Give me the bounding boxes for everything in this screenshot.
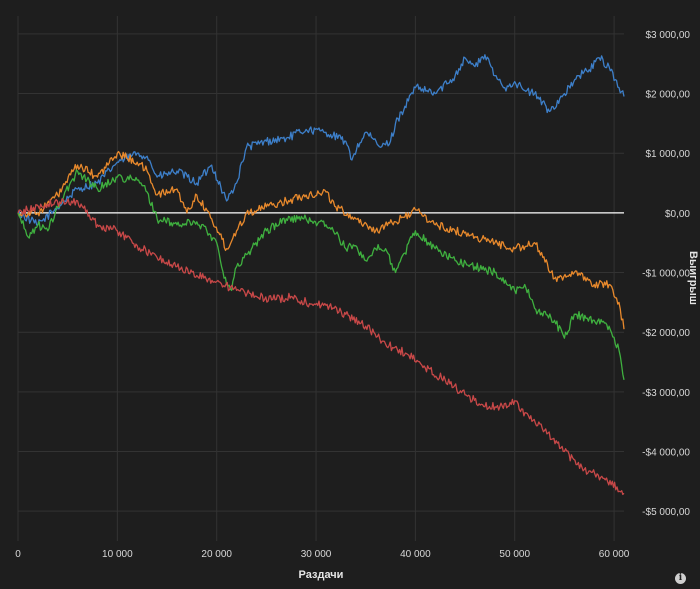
x-tick-label: 20 000 xyxy=(201,549,232,560)
info-icon[interactable]: i xyxy=(675,573,686,584)
x-tick-label: 40 000 xyxy=(400,549,431,560)
y-tick-label: $2 000,00 xyxy=(646,90,691,101)
series-line-2 xyxy=(17,150,625,330)
y-tick-label: $1 000,00 xyxy=(646,149,691,160)
series-line-4 xyxy=(17,198,625,496)
series-group xyxy=(17,54,625,496)
y-tick-label: $0,00 xyxy=(665,209,690,220)
x-axis-title: Раздачи xyxy=(299,569,344,581)
y-tick-label: -$4 000,00 xyxy=(642,448,690,459)
y-axis-ticks: $3 000,00 $2 000,00 $1 000,00 $0,00 -$1 000,… xyxy=(642,30,690,518)
x-axis-ticks: 0 10 000 20 000 30 000 40 000 50 000 60 000 xyxy=(15,549,630,560)
y-tick-label: -$5 000,00 xyxy=(642,507,690,518)
plot-area xyxy=(18,16,624,541)
series-line-3 xyxy=(17,169,625,381)
series-line-1 xyxy=(17,54,625,226)
y-axis-title: Выигрыш xyxy=(687,251,699,305)
y-tick-label: $3 000,00 xyxy=(646,30,691,41)
y-tick-label: -$3 000,00 xyxy=(642,388,690,399)
x-tick-label: 60 000 xyxy=(599,549,630,560)
y-tick-label: -$1 000,00 xyxy=(642,269,690,280)
x-tick-label: 10 000 xyxy=(102,549,133,560)
x-tick-label: 50 000 xyxy=(499,549,530,560)
x-tick-label: 0 xyxy=(15,549,21,560)
y-tick-label: -$2 000,00 xyxy=(642,328,690,339)
x-tick-label: 30 000 xyxy=(301,549,332,560)
